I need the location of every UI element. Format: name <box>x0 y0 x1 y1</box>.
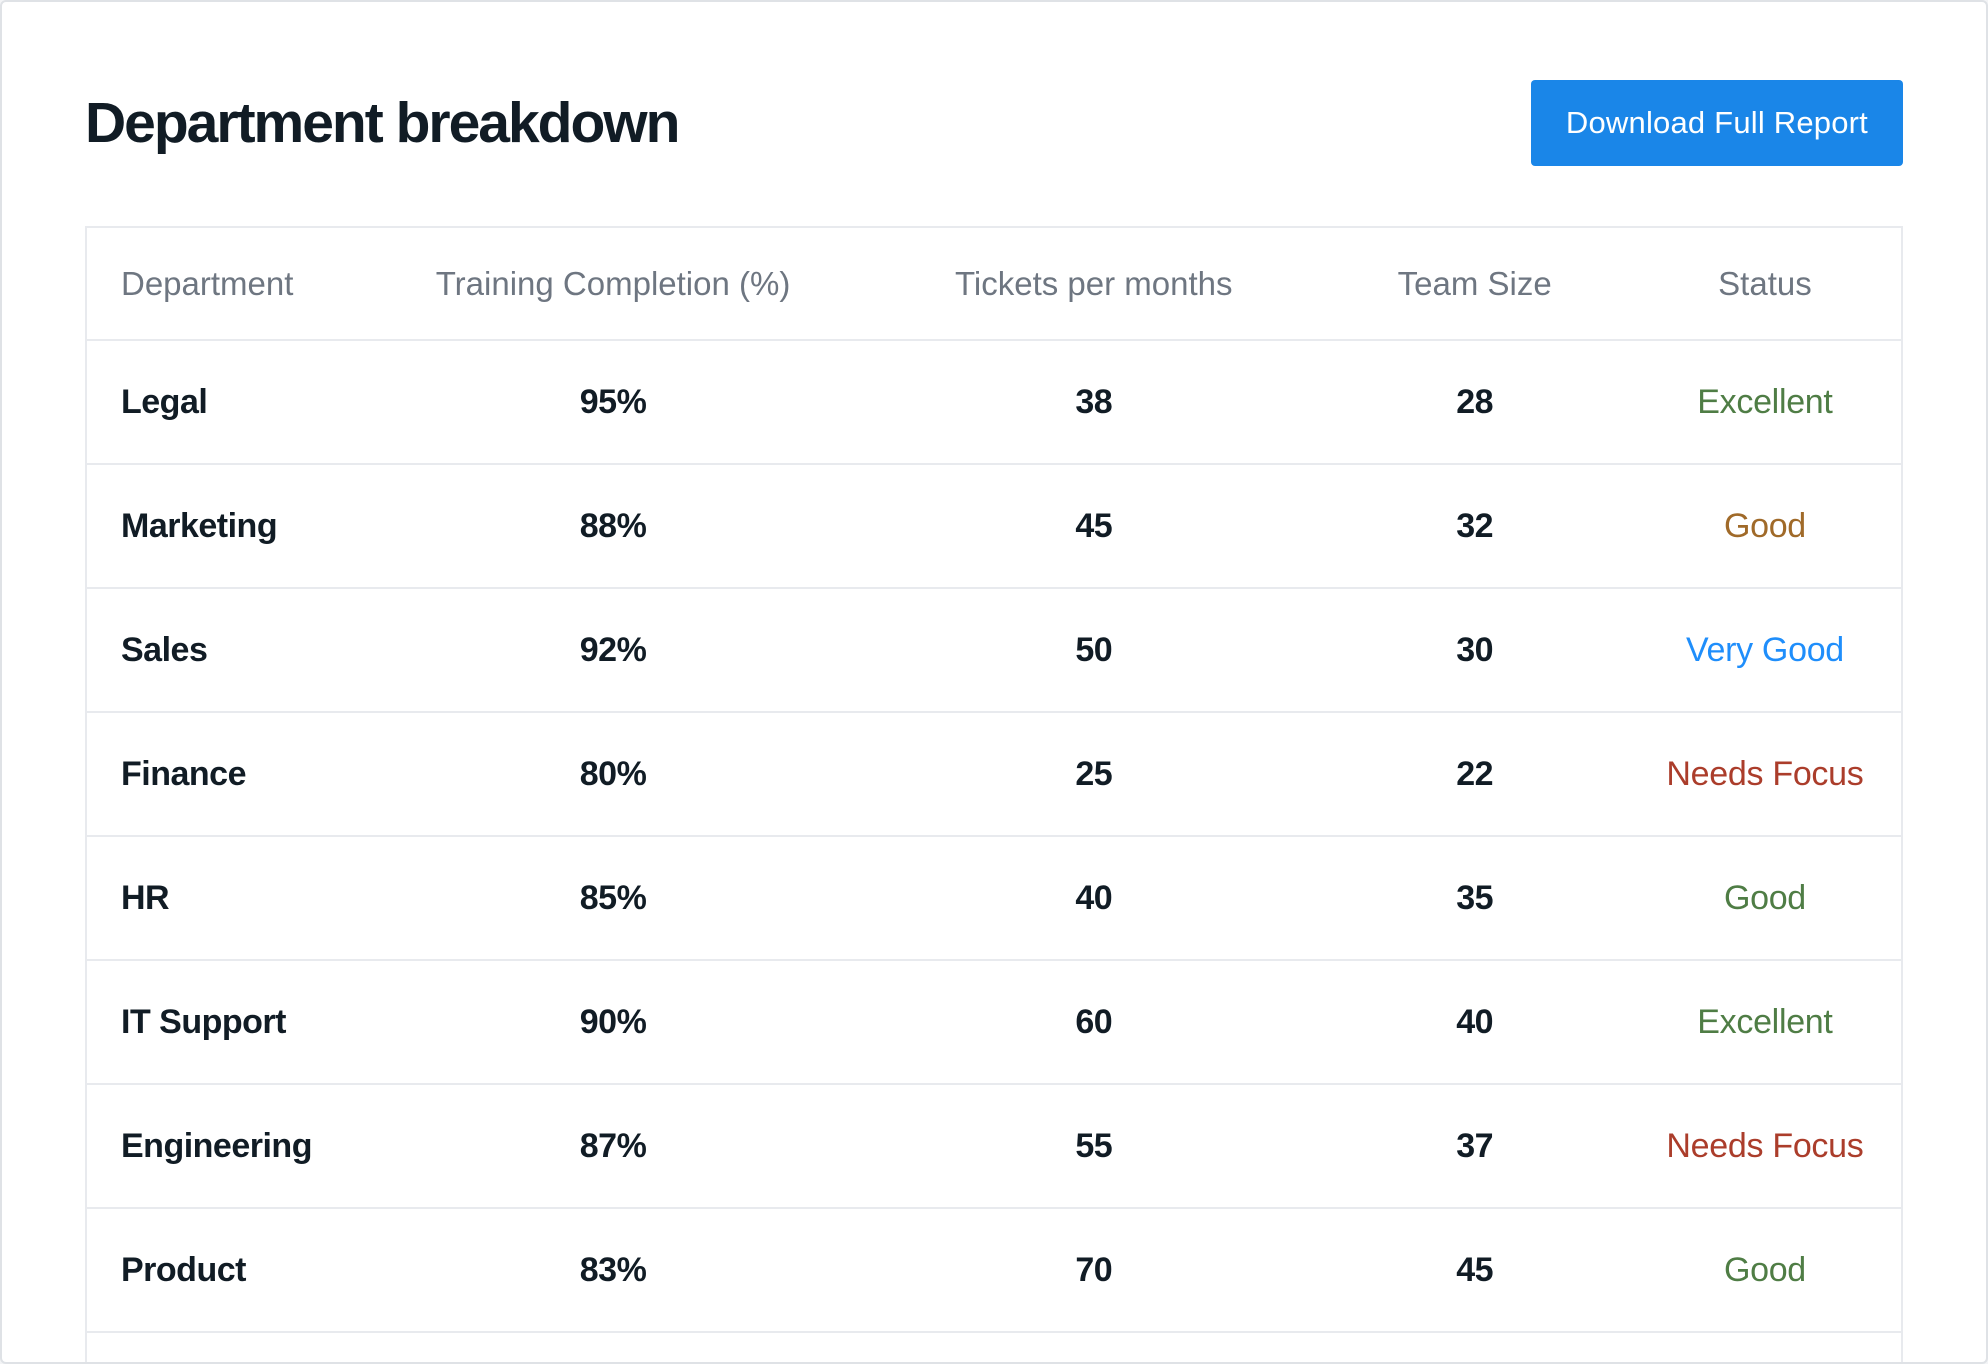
status-cell: Excellent <box>1628 959 1901 1084</box>
status-cell: Good <box>1628 835 1901 960</box>
department-cell: IT Support <box>87 959 360 1084</box>
team-size-cell: 35 <box>1320 835 1629 960</box>
page-title: Department breakdown <box>85 90 680 155</box>
table-row: Engineering 87% 55 37 Needs Focus <box>87 1083 1901 1208</box>
empty-cell <box>867 1331 1321 1362</box>
table-row: Finance 80% 25 22 Needs Focus <box>87 711 1901 836</box>
empty-cell <box>359 1331 867 1362</box>
status-cell: Good <box>1628 1207 1901 1332</box>
team-size-cell: 45 <box>1320 1207 1629 1332</box>
department-table: Department Training Completion (%) Ticke… <box>87 228 1901 1362</box>
table-row: Sales 92% 50 30 Very Good <box>87 587 1901 712</box>
status-cell: Very Good <box>1628 587 1901 712</box>
table-header: Department Training Completion (%) Ticke… <box>87 228 1901 340</box>
table-row-clipped <box>87 1331 1901 1362</box>
team-size-cell: 32 <box>1320 463 1629 588</box>
tickets-per-month-cell: 55 <box>867 1083 1321 1208</box>
column-header-status: Status <box>1718 264 1812 302</box>
training-completion-cell: 83% <box>359 1207 867 1332</box>
table-row: IT Support 90% 60 40 Excellent <box>87 959 1901 1084</box>
column-header-team-size: Team Size <box>1397 264 1552 302</box>
department-cell: HR <box>87 835 360 960</box>
department-cell: Sales <box>87 587 360 712</box>
training-completion-cell: 87% <box>359 1083 867 1208</box>
team-size-cell: 28 <box>1320 339 1629 464</box>
tickets-per-month-cell: 38 <box>867 339 1321 464</box>
empty-cell <box>87 1331 360 1362</box>
team-size-cell: 40 <box>1320 959 1629 1084</box>
training-completion-cell: 90% <box>359 959 867 1084</box>
department-cell: Marketing <box>87 463 360 588</box>
empty-cell <box>1628 1331 1901 1362</box>
tickets-per-month-cell: 60 <box>867 959 1321 1084</box>
status-cell: Excellent <box>1628 339 1901 464</box>
topbar: Department breakdown Download Full Repor… <box>85 78 1903 168</box>
department-table-container: Department Training Completion (%) Ticke… <box>85 226 1903 1362</box>
download-full-report-button[interactable]: Download Full Report <box>1530 80 1903 166</box>
table-row: Product 83% 70 45 Good <box>87 1207 1901 1332</box>
training-completion-cell: 92% <box>359 587 867 712</box>
column-header-department: Department <box>121 264 294 302</box>
department-cell: Finance <box>87 711 360 836</box>
table-header-row: Department Training Completion (%) Ticke… <box>87 228 1901 340</box>
tickets-per-month-cell: 45 <box>867 463 1321 588</box>
department-cell: Legal <box>87 339 360 464</box>
department-cell: Product <box>87 1207 360 1332</box>
training-completion-cell: 95% <box>359 339 867 464</box>
training-completion-cell: 85% <box>359 835 867 960</box>
team-size-cell: 22 <box>1320 711 1629 836</box>
table-row: HR 85% 40 35 Good <box>87 835 1901 960</box>
table-row: Legal 95% 38 28 Excellent <box>87 339 1901 464</box>
team-size-cell: 30 <box>1320 587 1629 712</box>
table-row: Marketing 88% 45 32 Good <box>87 463 1901 588</box>
tickets-per-month-cell: 70 <box>867 1207 1321 1332</box>
team-size-cell: 37 <box>1320 1083 1629 1208</box>
empty-cell <box>1320 1331 1629 1362</box>
column-header-tickets-per-months: Tickets per months <box>954 264 1233 302</box>
tickets-per-month-cell: 50 <box>867 587 1321 712</box>
tickets-per-month-cell: 25 <box>867 711 1321 836</box>
status-cell: Needs Focus <box>1628 1083 1901 1208</box>
status-cell: Needs Focus <box>1628 711 1901 836</box>
department-cell: Engineering <box>87 1083 360 1208</box>
table-body: Legal 95% 38 28 Excellent Marketing 88% 45 32 Goo… <box>87 339 1901 1362</box>
column-header-training-completion: Training Completion (%) <box>435 264 791 302</box>
training-completion-cell: 80% <box>359 711 867 836</box>
tickets-per-month-cell: 40 <box>867 835 1321 960</box>
status-cell: Good <box>1628 463 1901 588</box>
training-completion-cell: 88% <box>359 463 867 588</box>
